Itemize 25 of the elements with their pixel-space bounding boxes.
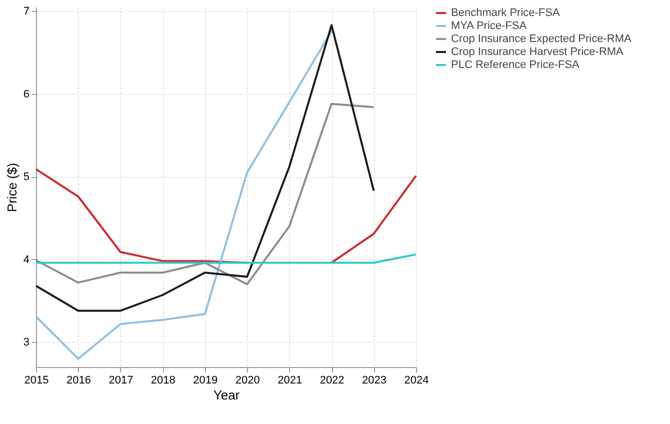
y-tick-label: 7 [23, 6, 30, 18]
x-tick-label: 2018 [150, 374, 176, 386]
x-tick-label: 2015 [24, 374, 49, 386]
line-series [35, 24, 375, 312]
legend-label: PLC Reference Price-FSA [451, 59, 580, 71]
line-series [35, 30, 333, 360]
legend-label: Benchmark Price-FSA [451, 7, 560, 19]
y-axis-title: Price ($) [4, 162, 20, 212]
y-tick-label: 3 [23, 336, 30, 349]
x-tick-label: 2023 [362, 374, 387, 386]
line-series [35, 102, 375, 286]
x-tick-label: 2022 [320, 374, 344, 386]
x-tick-label: 2021 [278, 374, 302, 386]
x-tick-label: 2016 [66, 374, 91, 386]
x-axis-title: Year [213, 388, 240, 402]
y-tick-label: 4 [23, 254, 30, 266]
x-tick-label: 2024 [404, 374, 429, 386]
y-tick-label: 5 [23, 171, 30, 184]
y-tick-label: 6 [23, 88, 30, 100]
x-tick-label: 2019 [193, 374, 218, 386]
legend-label: MYA Price-FSA [451, 20, 528, 32]
x-tick-label: 2020 [235, 374, 260, 386]
legend-label: Crop Insurance Expected Price-RMA [451, 33, 632, 45]
x-tick-label: 2017 [108, 374, 134, 386]
legend-label: Crop Insurance Harvest Price-RMA [451, 46, 624, 58]
